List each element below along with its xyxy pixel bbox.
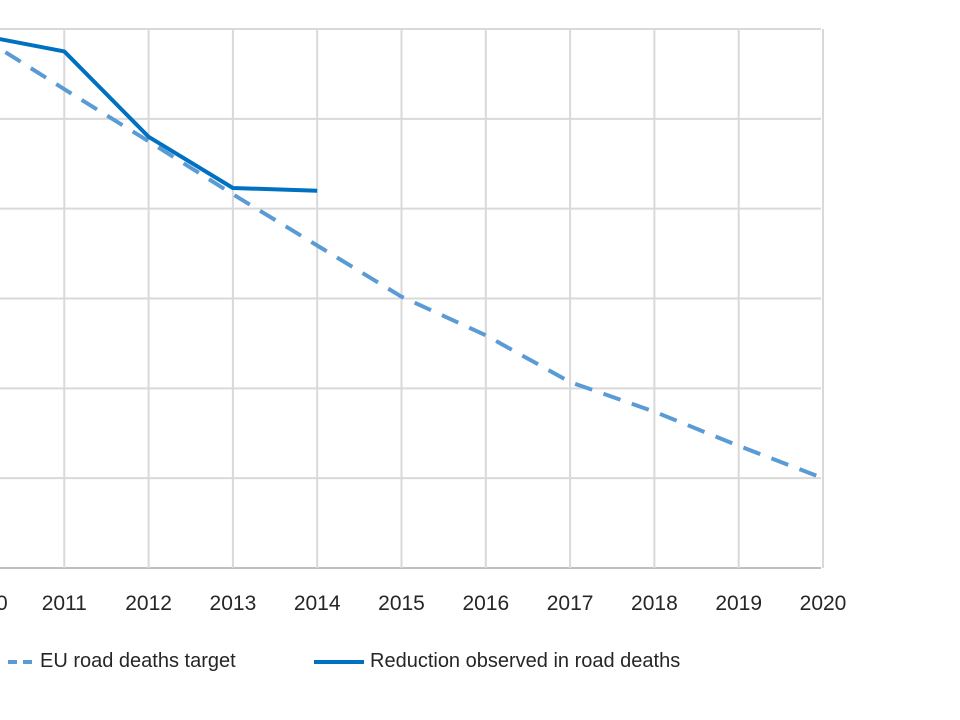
x-tick-label: 2016 xyxy=(462,592,509,615)
x-tick-label: 2019 xyxy=(715,592,762,615)
x-tick-label: 2018 xyxy=(631,592,678,615)
legend-item-observed: Reduction observed in road deaths xyxy=(314,650,680,673)
x-tick-label: 2013 xyxy=(210,592,257,615)
x-tick-label: 2017 xyxy=(547,592,594,615)
chart-grid xyxy=(0,28,824,569)
x-tick-label: 2015 xyxy=(378,592,425,615)
x-axis-tick-labels: 0 2011 2012 2013 2014 2015 2016 2017 2018 2019 202… xyxy=(0,592,846,615)
x-tick-label: 2020 xyxy=(800,592,847,615)
x-tick-label: 0 xyxy=(0,592,8,615)
x-tick-label: 2011 xyxy=(42,592,87,615)
series-line-target xyxy=(0,46,824,481)
chart-series xyxy=(0,37,824,481)
legend-item-target: EU road deaths target xyxy=(8,650,236,673)
legend-swatch-solid xyxy=(314,659,364,664)
x-tick-label: 2014 xyxy=(294,592,341,615)
x-tick-label: 2012 xyxy=(125,592,172,615)
legend-label-target: EU road deaths target xyxy=(40,650,236,672)
chart-legend: EU road deaths target Reduction observed… xyxy=(0,650,960,680)
legend-label-observed: Reduction observed in road deaths xyxy=(370,650,681,672)
legend-swatch-dashed xyxy=(8,659,34,664)
series-line-observed xyxy=(0,37,318,193)
